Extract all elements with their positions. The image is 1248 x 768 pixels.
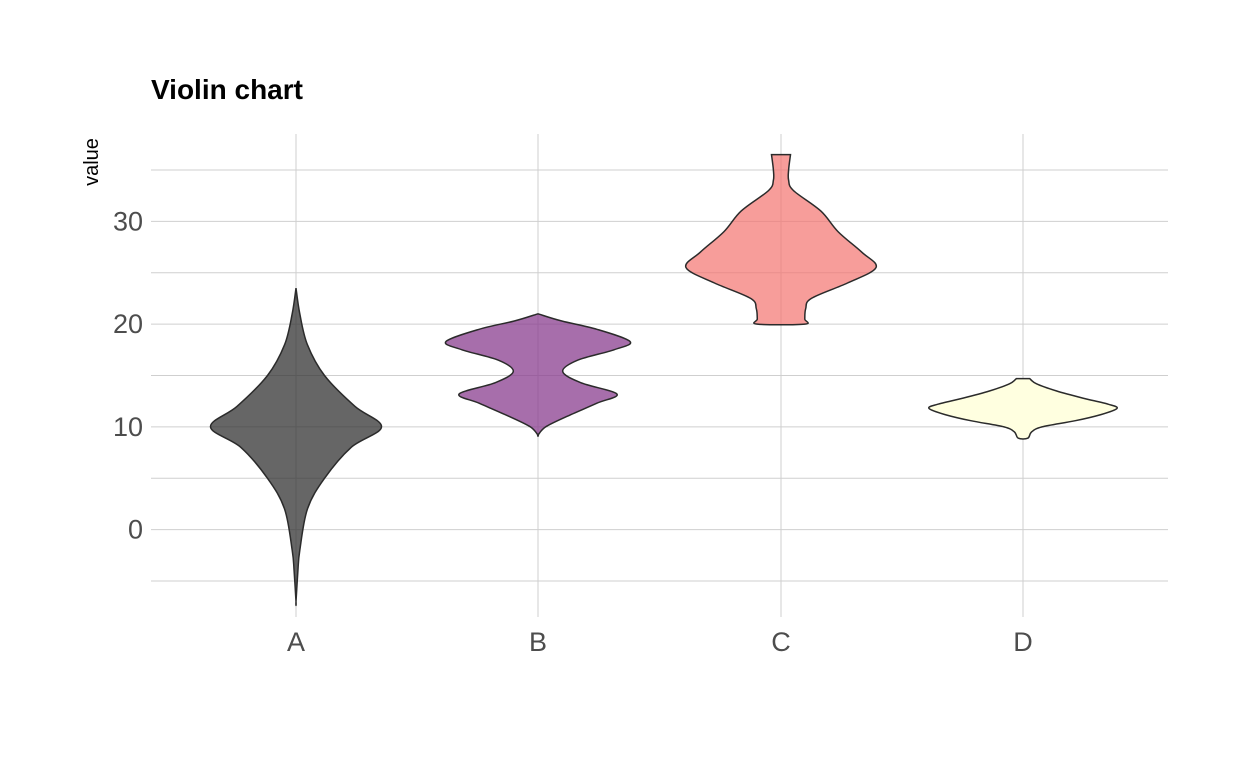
y-tick-label-0: 0 — [128, 515, 143, 545]
x-tick-label-B: B — [529, 627, 547, 657]
x-tick-label-A: A — [287, 627, 305, 657]
y-axis-title: value — [81, 138, 103, 186]
violin-A — [209, 287, 383, 607]
y-tick-label-10: 10 — [113, 412, 143, 442]
y-tick-label-20: 20 — [113, 309, 143, 339]
violin-B — [444, 313, 632, 437]
violins — [209, 153, 1118, 607]
violin-C — [684, 153, 878, 326]
x-tick-label-D: D — [1013, 627, 1033, 657]
y-tick-label-30: 30 — [113, 206, 143, 236]
violin-D — [928, 377, 1118, 440]
x-tick-label-C: C — [771, 627, 791, 657]
chart-title: Violin chart — [151, 74, 303, 105]
